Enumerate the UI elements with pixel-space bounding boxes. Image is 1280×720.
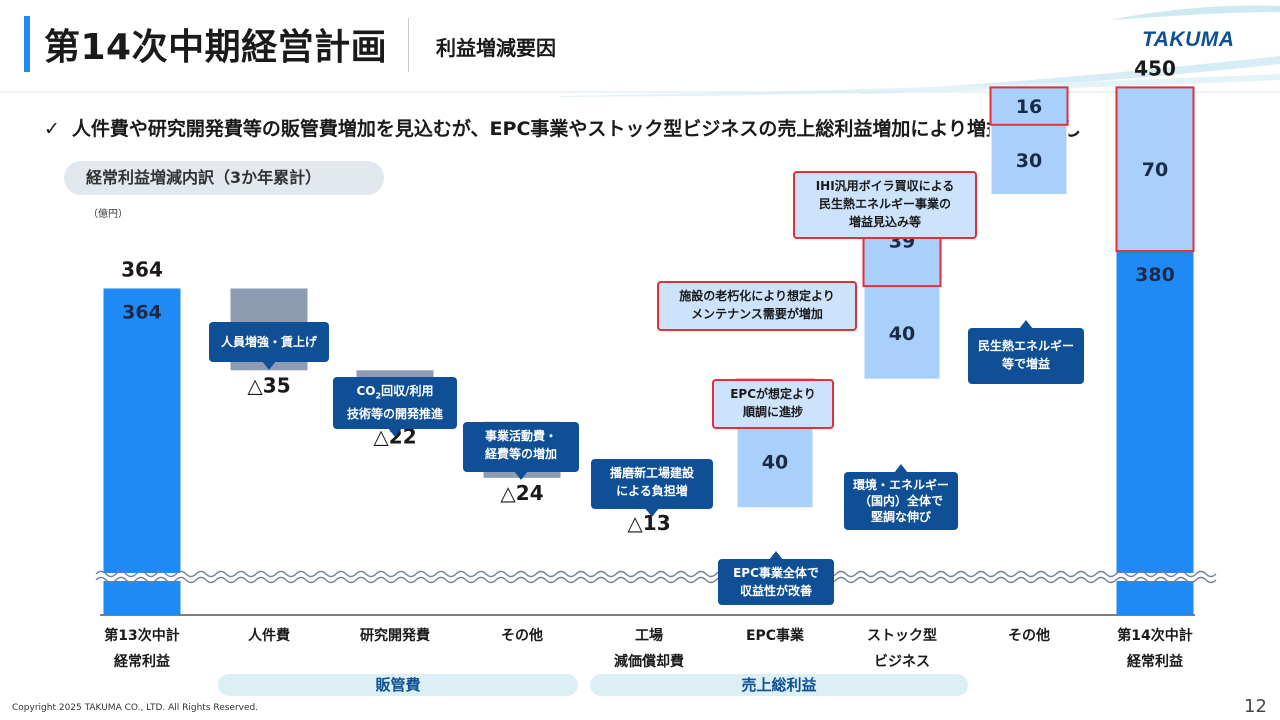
bar-value-label: 40 — [889, 323, 915, 345]
bar-segment — [735, 413, 815, 510]
bar-value-label: 30 — [1016, 150, 1042, 172]
bar-value-label: 40 — [762, 451, 788, 473]
group-band-gross-profit: 売上総利益 — [590, 674, 968, 696]
headline: ✓ 人件費や研究開発費等の販管費増加を見込むが、EPC事業やストック型ビジネスの売… — [44, 114, 1081, 141]
callout-personnel: 人員増強・賃上げ — [209, 322, 329, 370]
bar-value-label: △24 — [500, 481, 543, 505]
bar-segment — [862, 285, 942, 381]
callout-stock-bottom: 環境・エネルギー （国内）全体で 堅調な伸び — [844, 464, 958, 530]
category-label: EPC事業 — [745, 628, 805, 644]
category-label: その他 — [501, 628, 543, 644]
category-label: ストック型 ビジネス — [867, 628, 937, 670]
bar-value-label: 16 — [1016, 96, 1042, 118]
bar-total-label: 364 — [121, 257, 163, 281]
bar-segment — [103, 288, 181, 615]
category-label: 人件費 — [248, 628, 290, 644]
callout-epc-bottom: EPC事業全体で 収益性が改善 — [718, 551, 834, 605]
note-stock-top: 施設の老朽化により想定より メンテナンス需要が増加 — [657, 281, 857, 331]
takuma-logo: TAKUMA — [1142, 28, 1235, 51]
header-divider — [408, 18, 409, 72]
axis-break-band — [96, 573, 1202, 581]
axis-break-line — [95, 576, 1217, 584]
note-other-top: IHI汎用ボイラ買収による 民生熱エネルギー事業の 増益見込み等 — [793, 171, 977, 239]
headline-text: 人件費や研究開発費等の販管費増加を見込むが、EPC事業やストック型ビジネスの売上… — [71, 118, 1082, 140]
page-title: 第14次中期経営計画 — [44, 27, 388, 68]
bar-value-label: 380 — [1135, 264, 1175, 286]
unit-label: （億円） — [88, 209, 128, 220]
bar-segment — [989, 86, 1069, 126]
bar-segment — [1116, 251, 1194, 615]
category-label: その他 — [1008, 628, 1050, 644]
title-accent-bar — [24, 16, 30, 72]
callout-rnd: CO2回収/利用 技術等の開発推進 — [333, 377, 457, 437]
check-icon: ✓ — [44, 118, 60, 140]
note-epc-top: EPCが想定より 順調に進捗 — [712, 379, 834, 429]
category-label: 第13次中計 経常利益 — [104, 628, 180, 670]
bar-segment — [1115, 86, 1195, 253]
bar-value-label: 70 — [1142, 159, 1168, 181]
category-label: 第14次中計 経常利益 — [1117, 628, 1193, 670]
page-subtitle: 利益増減要因 — [436, 36, 556, 60]
bar-value-label: △35 — [247, 373, 290, 397]
bar-value-label: 364 — [122, 301, 162, 323]
category-label: 研究開発費 — [360, 628, 430, 644]
axis-break-line — [95, 570, 1217, 578]
callout-other-sga: 事業活動費・ 経費等の増加 — [463, 422, 579, 480]
callout-other-gross-bottom: 民生熱エネルギー 等で増益 — [968, 320, 1084, 384]
category-label: 工場 減価償却費 — [614, 628, 684, 670]
page-number: 12 — [1244, 696, 1267, 717]
callout-factory: 播磨新工場建設 による負担増 — [591, 459, 713, 517]
copyright: Copyright 2025 TAKUMA CO., LTD. All Righ… — [12, 703, 259, 713]
section-label: 経常利益増減内訳（3か年累計） — [64, 161, 384, 195]
group-band-sga: 販管費 — [218, 674, 578, 696]
bar-total-label: 450 — [1134, 56, 1176, 80]
